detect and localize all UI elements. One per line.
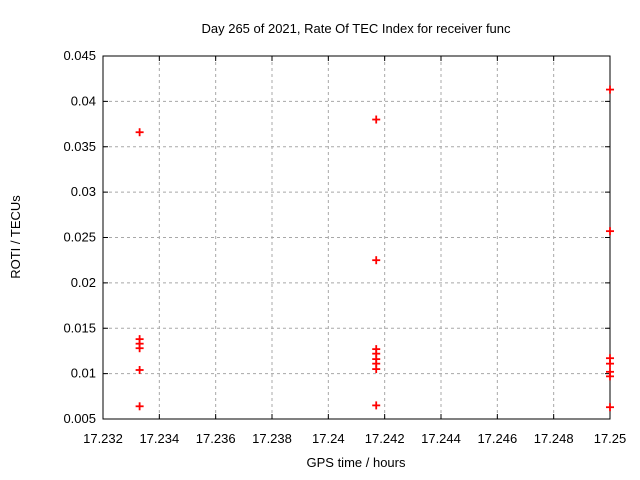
- y-tick-label: 0.045: [63, 48, 96, 63]
- x-tick-label: 17.236: [196, 431, 236, 446]
- data-point-plus-marker: [606, 227, 614, 236]
- y-tick-label: 0.03: [71, 184, 96, 199]
- data-point-plus-marker: [372, 115, 381, 124]
- axis-ticks: [102, 55, 611, 420]
- y-axis-label: ROTI / TECUs: [8, 195, 23, 279]
- data-point-plus-marker: [372, 365, 381, 374]
- data-point-plus-marker: [135, 344, 144, 353]
- x-tick-label: 17.244: [421, 431, 461, 446]
- data-point-plus-marker: [372, 256, 381, 265]
- tick-labels: 17.232 17.234 17.236 17.238 17.24 17.242 17.24…: [63, 48, 626, 446]
- data-point-plus-marker: [606, 85, 614, 94]
- data-point-plus-marker: [135, 365, 144, 374]
- y-tick-label: 0.025: [63, 230, 96, 245]
- x-tick-label: 17.248: [534, 431, 574, 446]
- data-point-plus-marker: [606, 359, 614, 368]
- data-point-plus-marker: [372, 401, 381, 410]
- x-tick-label: 17.238: [252, 431, 292, 446]
- y-tick-label: 0.04: [71, 93, 96, 108]
- y-tick-label: 0.005: [63, 411, 96, 426]
- chart-title: Day 265 of 2021, Rate Of TEC Index for r…: [201, 21, 511, 36]
- x-tick-label: 17.25: [594, 431, 627, 446]
- x-tick-label: 17.246: [477, 431, 517, 446]
- y-tick-label: 0.01: [71, 366, 96, 381]
- x-tick-label: 17.242: [365, 431, 405, 446]
- x-tick-label: 17.232: [83, 431, 123, 446]
- grid-lines: [103, 56, 610, 419]
- x-tick-label: 17.234: [139, 431, 179, 446]
- y-tick-label: 0.035: [63, 139, 96, 154]
- data-point-plus-marker: [606, 403, 614, 412]
- data-point-plus-marker: [606, 372, 614, 381]
- x-axis-label: GPS time / hours: [307, 455, 406, 470]
- data-points: [135, 85, 614, 412]
- y-tick-label: 0.015: [63, 320, 96, 335]
- data-point-plus-marker: [135, 128, 144, 137]
- data-point-plus-marker: [135, 402, 144, 411]
- y-tick-label: 0.02: [71, 275, 96, 290]
- x-tick-label: 17.24: [312, 431, 345, 446]
